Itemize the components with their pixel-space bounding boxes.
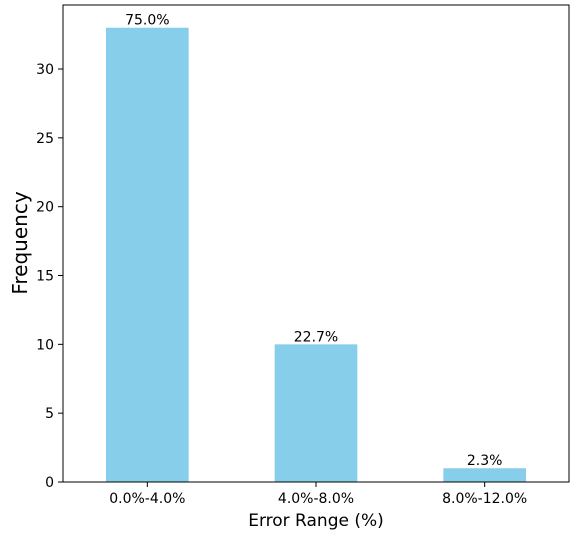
bar-value-label-1: 22.7% [294, 329, 338, 345]
y-tick-label-0: 0 [45, 475, 54, 491]
bar-value-label-2: 2.3% [467, 453, 503, 469]
x-axis: 0.0%-4.0% 4.0%-8.0% 8.0%-12.0% [109, 482, 527, 507]
x-tick-label-1: 4.0%-8.0% [278, 491, 354, 507]
y-tick-label-6: 30 [36, 62, 54, 78]
y-tick-label-4: 20 [36, 200, 54, 216]
y-tick-label-2: 10 [36, 337, 54, 353]
x-tick-label-2: 8.0%-12.0% [442, 491, 527, 507]
y-axis: 0 5 10 15 20 25 30 [36, 62, 63, 491]
y-tick-label-3: 15 [36, 269, 54, 285]
y-axis-title: Frequency [8, 191, 32, 294]
x-tick-label-0: 0.0%-4.0% [109, 491, 185, 507]
x-axis-title: Error Range (%) [248, 511, 384, 531]
bars-layer [106, 27, 526, 482]
bar-value-label-0: 75.0% [125, 13, 169, 29]
data-labels-layer: 75.0% 22.7% 2.3% [125, 13, 502, 470]
y-tick-label-5: 25 [36, 131, 54, 147]
bar-0 [106, 27, 189, 482]
bar-1 [274, 344, 358, 482]
bar-2 [443, 468, 526, 482]
y-tick-label-1: 5 [45, 406, 54, 422]
